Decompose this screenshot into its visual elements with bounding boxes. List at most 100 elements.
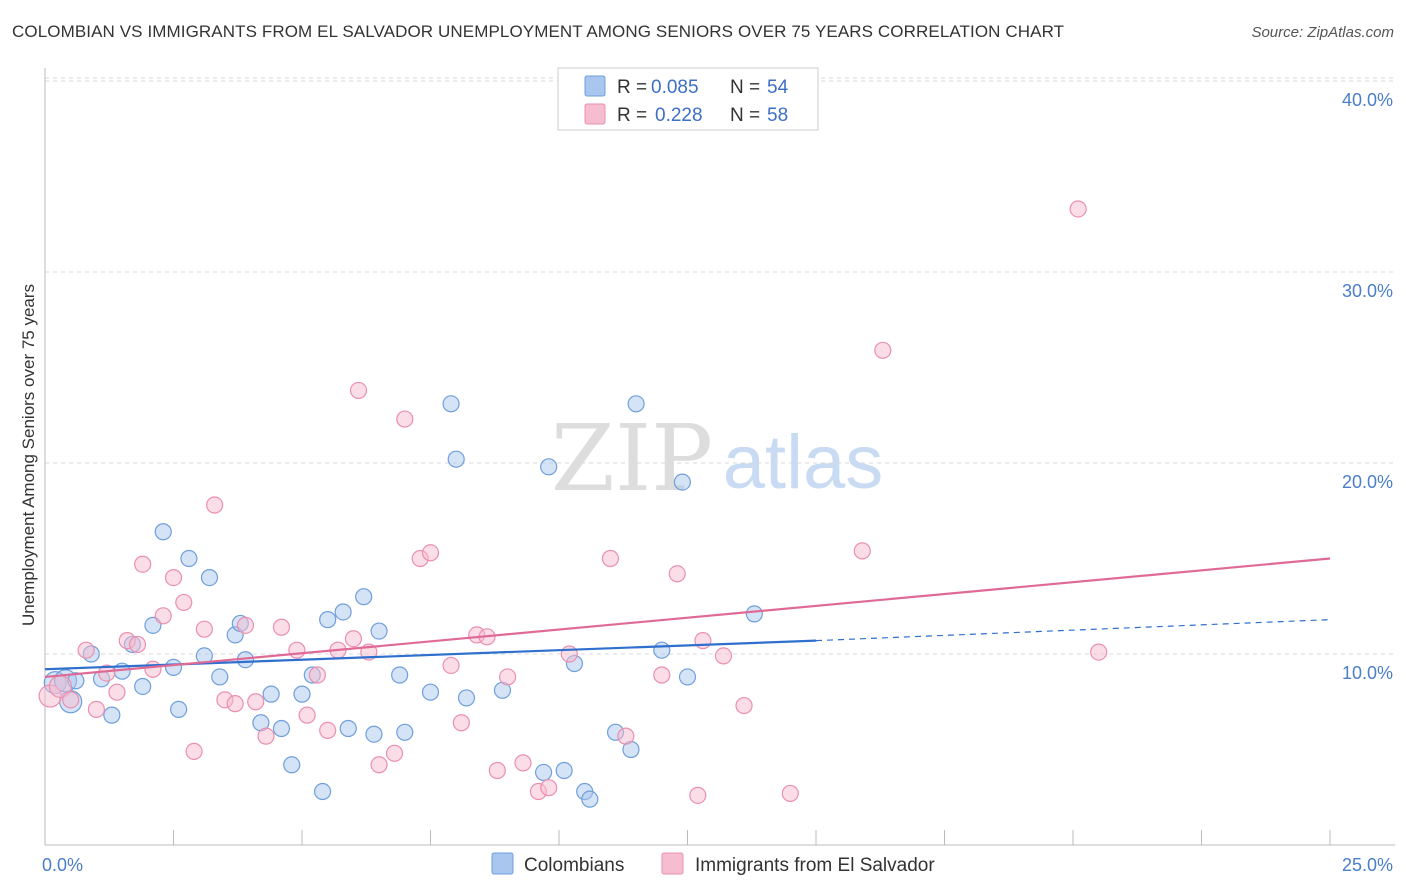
data-point bbox=[442, 656, 460, 675]
data-point bbox=[103, 706, 121, 724]
data-point bbox=[745, 605, 763, 623]
data-point bbox=[185, 742, 203, 761]
data-point bbox=[370, 756, 388, 774]
data-point bbox=[560, 645, 578, 663]
legend-r-value: 0.228 bbox=[655, 105, 703, 126]
data-point bbox=[627, 395, 645, 413]
data-point bbox=[154, 523, 172, 541]
data-point bbox=[370, 622, 388, 640]
data-point bbox=[211, 668, 229, 686]
data-point bbox=[154, 607, 172, 625]
y-tick-label: 20.0% bbox=[1342, 472, 1393, 492]
bottom-legend: Colombians Immigrants from El Salvador bbox=[491, 852, 935, 876]
data-point bbox=[617, 727, 635, 745]
data-point bbox=[694, 632, 712, 650]
data-point bbox=[195, 620, 213, 638]
data-point bbox=[298, 706, 316, 724]
legend-n-label: N = bbox=[730, 105, 760, 126]
x-tick-label-max: 25.0% bbox=[1342, 855, 1393, 875]
data-point bbox=[540, 779, 558, 797]
source-note: Source: ZipAtlas.com bbox=[1251, 24, 1394, 41]
axes bbox=[44, 68, 1395, 846]
data-point bbox=[77, 641, 95, 659]
data-point bbox=[421, 683, 440, 701]
trend-line bbox=[44, 557, 1331, 679]
data-point bbox=[236, 616, 255, 634]
data-point bbox=[365, 725, 383, 743]
data-point bbox=[689, 786, 707, 804]
legend-n-value: 58 bbox=[767, 105, 788, 126]
trend-line bbox=[44, 639, 817, 671]
data-point bbox=[714, 647, 733, 665]
data-point bbox=[540, 458, 558, 476]
data-point bbox=[534, 763, 553, 782]
data-point bbox=[678, 668, 697, 686]
data-point bbox=[339, 719, 357, 738]
data-point bbox=[175, 593, 193, 612]
bottom-legend-swatch-colombians bbox=[491, 852, 514, 875]
data-point bbox=[668, 565, 686, 583]
grid-lines bbox=[45, 77, 1395, 655]
data-point bbox=[452, 714, 470, 732]
data-point bbox=[247, 693, 265, 711]
y-tick-label: 10.0% bbox=[1342, 663, 1393, 683]
chart-title: COLOMBIAN VS IMMIGRANTS FROM EL SALVADOR… bbox=[12, 22, 1065, 41]
x-tick-label-min: 0.0% bbox=[42, 855, 83, 875]
data-point bbox=[319, 611, 337, 629]
y-tick-label: 30.0% bbox=[1342, 281, 1393, 301]
data-point bbox=[283, 756, 301, 774]
data-point bbox=[200, 568, 219, 587]
data-point bbox=[555, 761, 573, 780]
data-point bbox=[396, 723, 414, 741]
watermark: ZIP atlas bbox=[551, 405, 883, 512]
data-point bbox=[581, 790, 599, 808]
data-point bbox=[874, 341, 892, 359]
bottom-legend-swatch-salvador bbox=[661, 852, 684, 875]
data-point bbox=[385, 744, 404, 762]
data-point bbox=[653, 641, 671, 659]
data-point bbox=[226, 695, 244, 713]
data-point bbox=[344, 630, 362, 648]
trend-line-extension bbox=[815, 619, 1331, 642]
data-point bbox=[853, 542, 871, 560]
trend-lines bbox=[44, 557, 1331, 679]
x-tick-labels: 0.0% 25.0% bbox=[42, 855, 1393, 875]
data-point bbox=[293, 685, 311, 703]
data-point bbox=[272, 719, 291, 738]
data-point bbox=[349, 381, 368, 400]
y-tick-labels: 10.0% 20.0% 30.0% 40.0% bbox=[1342, 90, 1393, 683]
data-point bbox=[134, 677, 152, 696]
legend-r-label: R = bbox=[617, 105, 647, 126]
data-point bbox=[673, 473, 691, 491]
data-point bbox=[319, 721, 337, 740]
data-point bbox=[262, 685, 280, 703]
watermark-zip: ZIP bbox=[551, 405, 713, 512]
data-point bbox=[421, 544, 440, 562]
data-point bbox=[288, 641, 306, 659]
data-point bbox=[62, 691, 80, 709]
legend-n-value: 54 bbox=[767, 77, 789, 98]
data-point bbox=[1069, 200, 1087, 218]
data-point bbox=[134, 555, 152, 573]
data-point bbox=[488, 761, 506, 780]
data-point bbox=[144, 660, 162, 678]
legend-swatch-salvador bbox=[584, 103, 606, 125]
data-point bbox=[272, 618, 291, 636]
data-point bbox=[499, 668, 517, 686]
data-point bbox=[447, 450, 465, 468]
data-point bbox=[170, 700, 188, 718]
y-axis-label: Unemployment Among Seniors over 75 years bbox=[19, 284, 38, 626]
data-point bbox=[308, 666, 327, 684]
data-point bbox=[164, 658, 183, 676]
data-point bbox=[1090, 643, 1108, 661]
data-point bbox=[601, 549, 620, 568]
legend-r-value: 0.085 bbox=[651, 77, 699, 98]
data-point bbox=[457, 689, 476, 707]
data-point bbox=[391, 666, 409, 684]
data-point bbox=[735, 696, 753, 715]
data-point bbox=[128, 635, 147, 654]
y-tick-label: 40.0% bbox=[1342, 90, 1393, 110]
data-point bbox=[514, 754, 532, 772]
legend-swatch-colombians bbox=[584, 75, 606, 97]
